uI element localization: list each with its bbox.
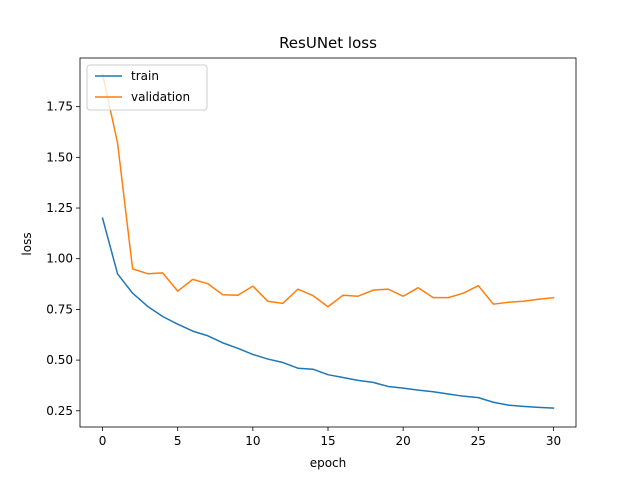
y-tick-label: 0.50 — [46, 353, 73, 367]
y-tick-label: 1.25 — [46, 201, 73, 215]
y-axis-label: loss — [20, 232, 34, 255]
y-tick-label: 0.25 — [46, 404, 73, 418]
y-tick-label: 1.00 — [46, 252, 73, 266]
x-tick-label: 30 — [546, 434, 561, 448]
legend: train validation — [86, 64, 208, 111]
x-tick-label: 25 — [471, 434, 486, 448]
x-tick-label: 5 — [174, 434, 182, 448]
legend-label-validation: validation — [131, 90, 190, 104]
y-tick-label: 1.50 — [46, 150, 73, 164]
plot-area: 0 5 10 15 20 25 30 0.25 0.50 0.75 1.00 1.25 1.50 1.75… — [46, 57, 577, 448]
y-tick-label: 0.75 — [46, 302, 73, 316]
x-tick-label: 0 — [99, 434, 107, 448]
x-tick-label: 20 — [396, 434, 411, 448]
y-tick-label: 1.75 — [46, 100, 73, 114]
x-tick-label: 10 — [245, 434, 260, 448]
series-line-train — [101, 217, 555, 409]
x-axis-label: epoch — [310, 456, 347, 470]
x-tick-label: 15 — [320, 434, 335, 448]
legend-label-train: train — [131, 69, 159, 83]
chart-title: ResUNet loss — [279, 34, 377, 52]
series-line-validation — [101, 73, 555, 308]
